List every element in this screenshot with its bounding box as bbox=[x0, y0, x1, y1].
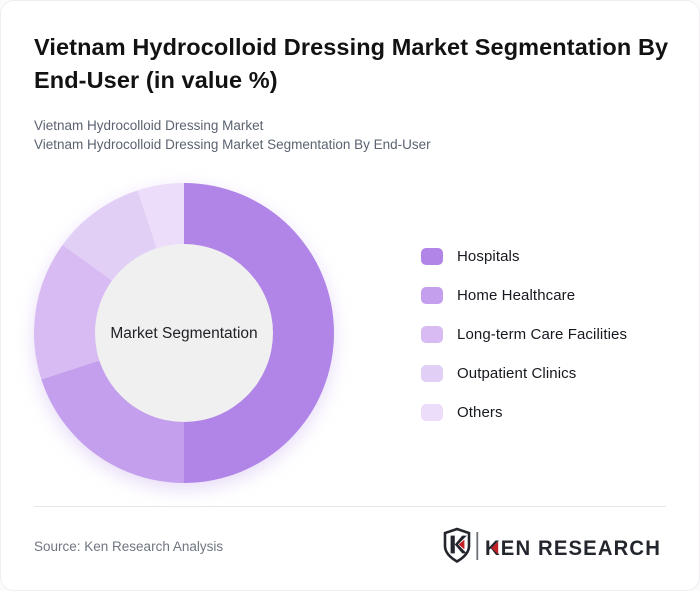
legend-label: Home Healthcare bbox=[457, 286, 576, 304]
legend-item-others: Others bbox=[421, 403, 627, 421]
donut-center-label: Market Segmentation bbox=[110, 325, 257, 342]
legend-swatch-icon bbox=[421, 403, 443, 421]
legend-item-home-healthcare: Home Healthcare bbox=[421, 286, 627, 304]
ken-research-shield-icon bbox=[443, 527, 471, 564]
legend-item-hospitals: Hospitals bbox=[421, 247, 627, 265]
donut-segment-hospitals bbox=[184, 183, 334, 483]
logo-divider-bar bbox=[476, 532, 479, 560]
subtitle-line-2: Vietnam Hydrocolloid Dressing Market Seg… bbox=[34, 137, 431, 152]
donut-segment-others bbox=[137, 183, 184, 250]
donut-segment-outpatient-clinics bbox=[62, 190, 157, 282]
legend-label: Hospitals bbox=[457, 247, 520, 265]
footer-divider bbox=[34, 506, 666, 507]
page-title: Vietnam Hydrocolloid Dressing Market Seg… bbox=[34, 34, 669, 94]
donut-chart: Market Segmentation bbox=[34, 183, 334, 483]
ken-research-logo: KEN RESEARCH bbox=[443, 527, 661, 564]
subtitle-line-1: Vietnam Hydrocolloid Dressing Market bbox=[34, 118, 264, 133]
legend-swatch-icon bbox=[421, 325, 443, 343]
chart-subtitles: Vietnam Hydrocolloid Dressing Market Vie… bbox=[34, 116, 679, 154]
legend-label: Outpatient Clinics bbox=[457, 364, 577, 382]
donut-hole bbox=[95, 244, 273, 422]
logo-wordmark: KEN RESEARCH bbox=[485, 536, 661, 560]
legend-item-outpatient-clinics: Outpatient Clinics bbox=[421, 364, 627, 382]
legend-label: Long-term Care Facilities bbox=[457, 325, 628, 343]
legend-label: Others bbox=[457, 403, 503, 421]
legend-swatch-icon bbox=[421, 247, 443, 265]
logo-k-accent bbox=[491, 541, 499, 555]
legend-swatch-icon bbox=[421, 364, 443, 382]
source-text: Source: Ken Research Analysis bbox=[34, 539, 224, 554]
legend-item-long-term-care-facilities: Long-term Care Facilities bbox=[421, 325, 627, 343]
legend-swatch-icon bbox=[421, 286, 443, 304]
chart-legend: Hospitals Home Healthcare Long-term Care F… bbox=[421, 247, 627, 421]
donut-segment-home-healthcare bbox=[41, 360, 184, 483]
donut-segment-long-term-care-facilities bbox=[34, 244, 113, 380]
